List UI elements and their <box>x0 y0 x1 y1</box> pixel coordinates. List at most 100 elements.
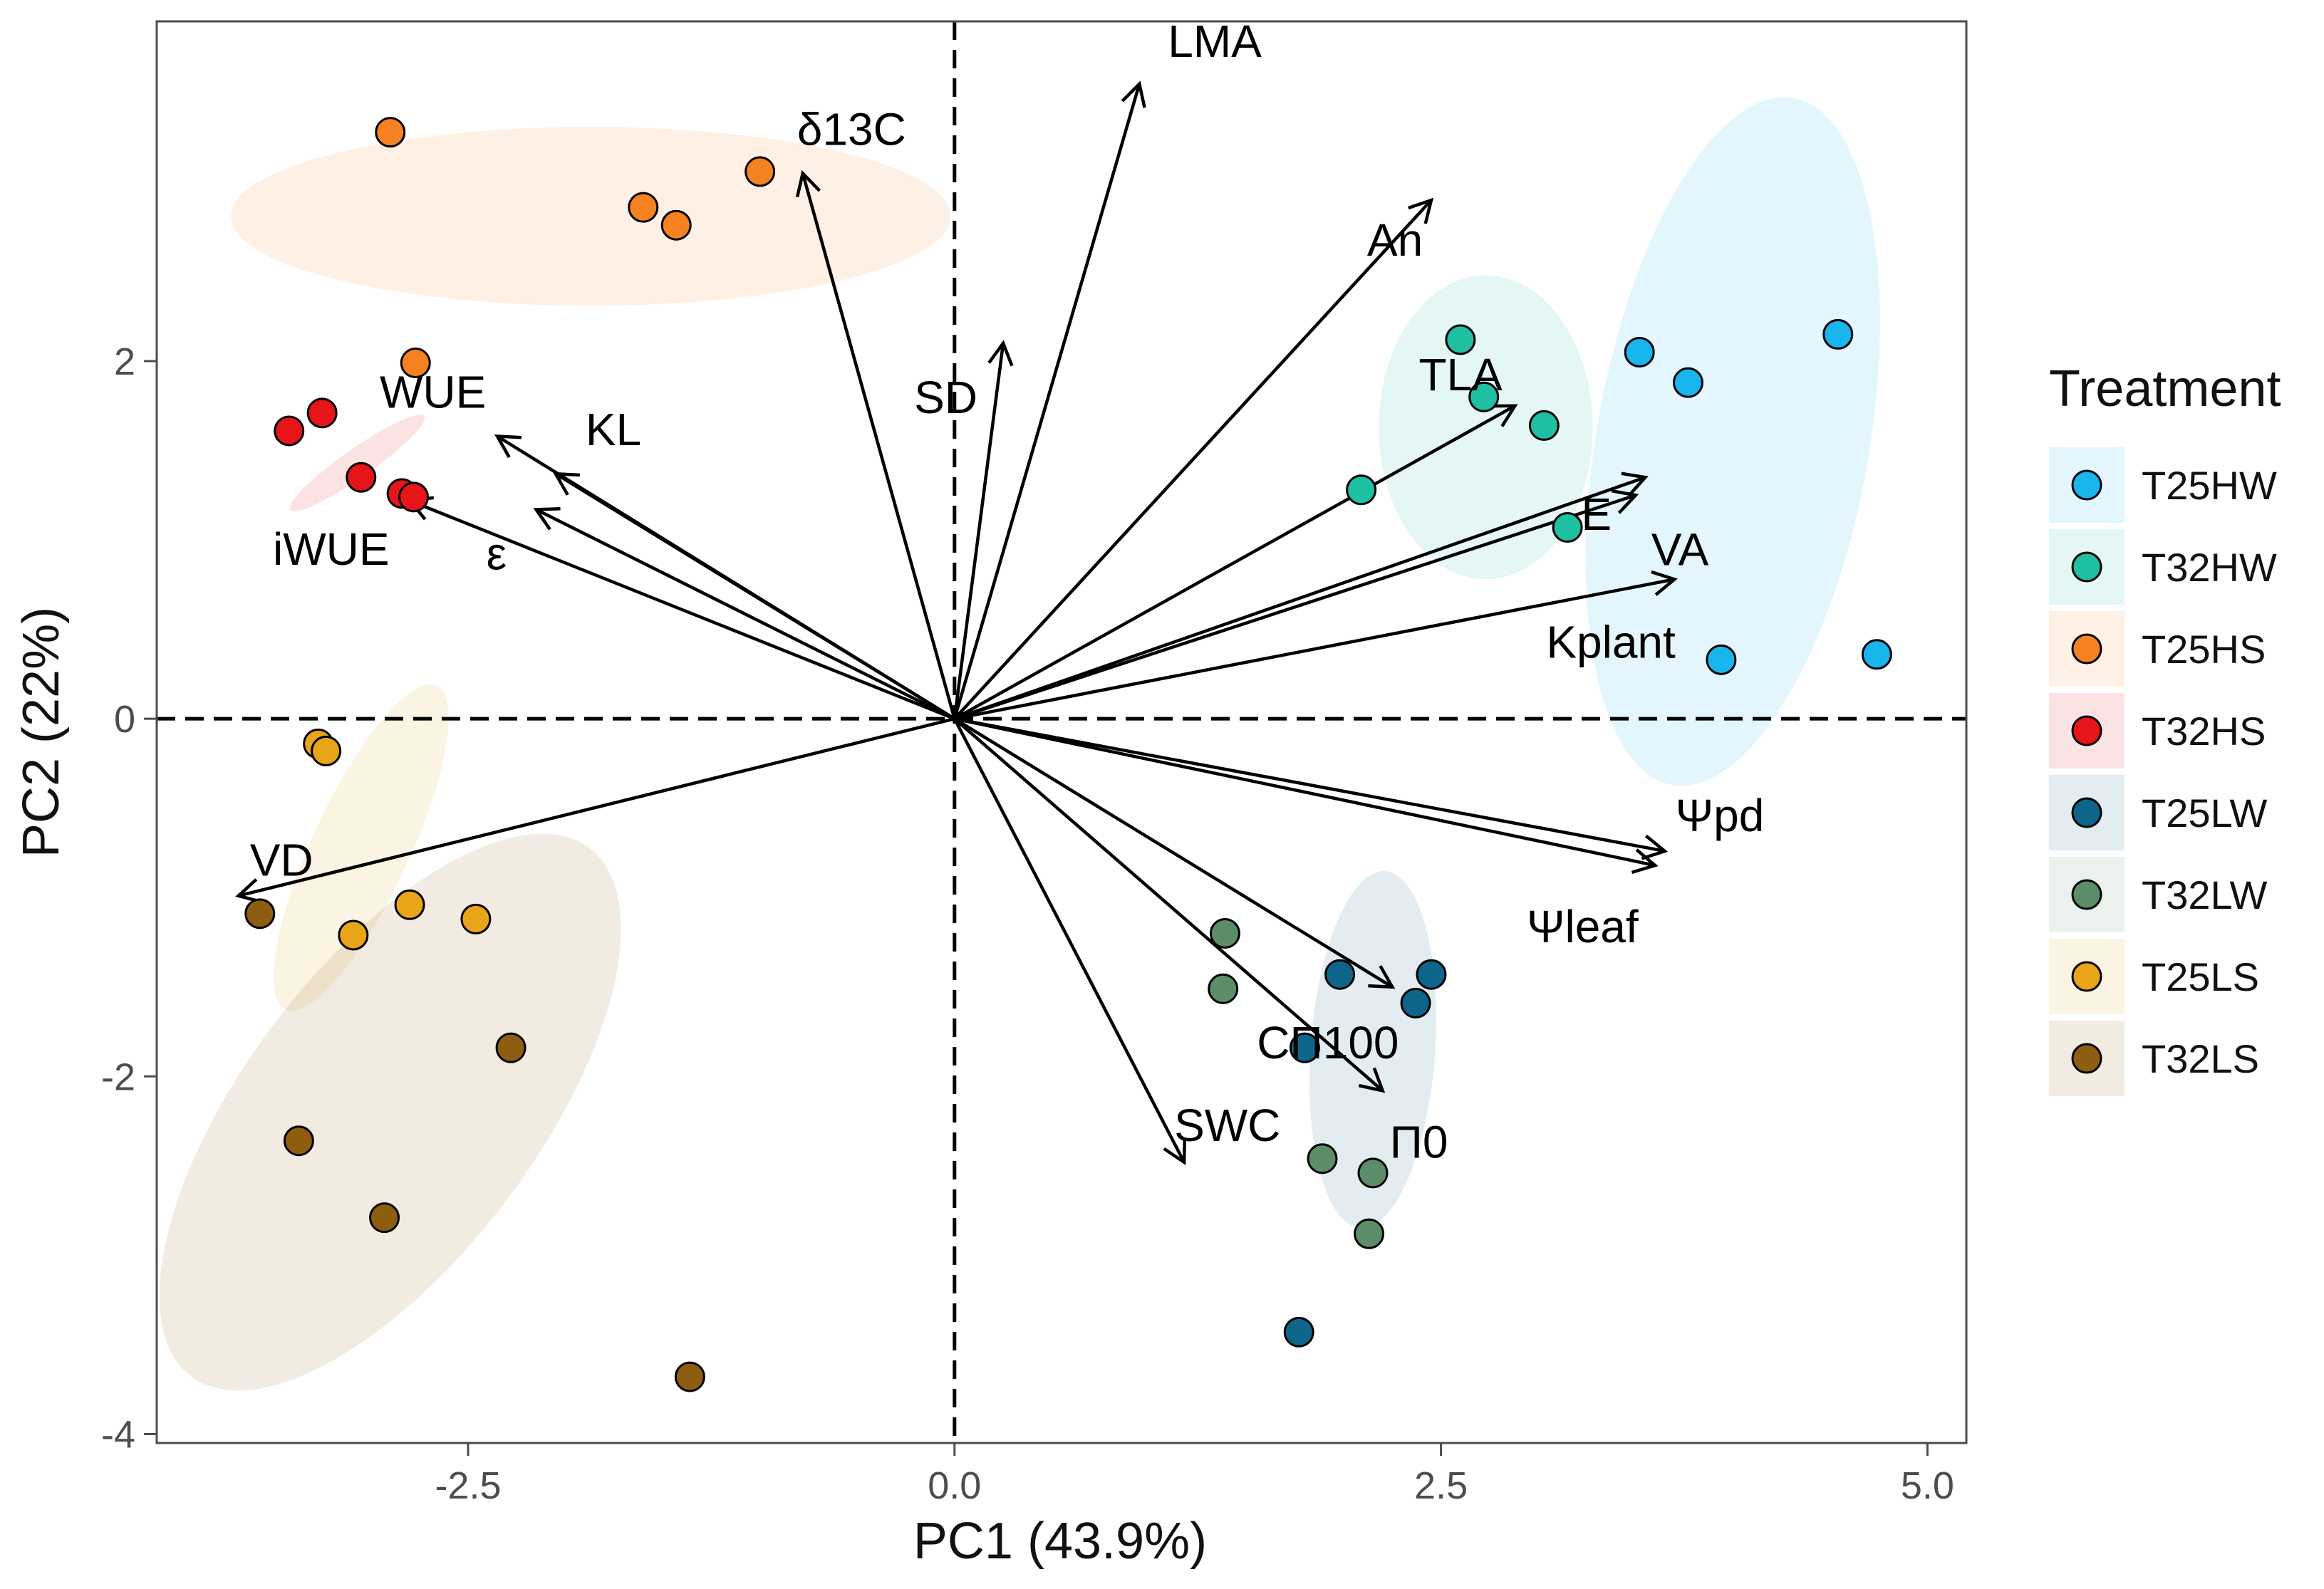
point-t32hs-5 <box>398 481 430 513</box>
legend-swatch-t25ls <box>2071 961 2102 992</box>
legend-title: Treatment <box>2049 360 2281 417</box>
point-t25hs-5 <box>400 348 431 379</box>
x-tick-label-4: 5.0 <box>1901 1464 1954 1507</box>
loading-vector-leaf <box>954 717 1656 868</box>
point-t25lw-1 <box>1324 959 1356 990</box>
point-t25hs-4 <box>745 156 776 187</box>
ellipse-t25ls <box>273 684 449 1011</box>
point-t32ls-2 <box>495 1032 526 1063</box>
loading-vector-vd <box>238 717 955 897</box>
loading-label-va: VA <box>1651 523 1709 575</box>
confidence-ellipses <box>159 97 1880 1391</box>
y-axis-title: PC2 (22%) <box>13 607 70 858</box>
loading-label-kplant: Kplant <box>1546 616 1676 667</box>
loading-label-vd: VD <box>250 835 313 886</box>
loading-arrowhead-item <box>533 506 561 531</box>
loading-arrowhead-leaf <box>1631 848 1659 875</box>
point-t25hs-1 <box>375 117 406 148</box>
loading-vector-va <box>954 494 1636 721</box>
loading-vector-item <box>535 508 955 721</box>
x-tick-label-1: -2.5 <box>435 1464 501 1507</box>
point-t25hw-4 <box>1706 644 1737 675</box>
loading-arrowhead-wue <box>494 434 522 459</box>
loading-label-wue: WUE <box>380 366 486 417</box>
loading-vector-an <box>953 199 1433 720</box>
loading-arrowhead-pd <box>1641 834 1669 860</box>
loading-label-sd: SD <box>914 372 977 423</box>
point-t32ls-1 <box>244 898 276 929</box>
panel-border <box>155 20 1968 1444</box>
point-t32lw-3 <box>1307 1143 1338 1174</box>
loading-vector-tla <box>953 404 1516 721</box>
point-t25lw-5 <box>1283 1316 1314 1348</box>
point-t25hw-2 <box>1672 367 1703 398</box>
point-t32hs-2 <box>306 397 338 429</box>
point-t25hw-5 <box>1861 639 1892 670</box>
legend-swatch-t32hw <box>2071 551 2102 583</box>
loading-arrowhead-sd <box>987 340 1014 367</box>
y-tick-label-2: -2 <box>101 1056 135 1098</box>
x-axis-title: PC1 (43.9%) <box>913 1513 1207 1570</box>
point-t25lw-3 <box>1400 987 1431 1018</box>
loading-arrowhead-c-100 <box>1368 965 1396 989</box>
loading-vector-swc <box>953 718 1186 1163</box>
ellipse-t32hw <box>1379 275 1593 580</box>
x-tick-label-2: 0.0 <box>928 1464 981 1507</box>
legend-label-t25hw: T25HW <box>2142 463 2277 508</box>
loading-label-kl: KL <box>586 404 641 455</box>
legend-label-t32hw: T32HW <box>2142 545 2277 590</box>
loading-arrowhead-lma <box>1121 80 1146 108</box>
loading-label-pd: Ψpd <box>1676 790 1765 841</box>
point-t32hw-4 <box>1346 474 1377 506</box>
point-t32lw-2 <box>1208 973 1239 1004</box>
point-t32hs-3 <box>346 462 377 493</box>
point-t32hw-5 <box>1552 512 1583 543</box>
loading-arrowhead-swc <box>1163 1137 1187 1165</box>
point-t25ls-4 <box>460 903 492 934</box>
loading-label-item: ε <box>487 528 507 579</box>
legend: Treatment T25HW T32HW T25HS T32HS T25LW T32LW… <box>2049 360 2281 1096</box>
loading-vector-kplant <box>954 578 1675 721</box>
loading-vector-pd <box>954 717 1666 853</box>
loading-label-leaf: Ψleaf <box>1527 901 1639 952</box>
legend-swatch-t25hw <box>2071 469 2102 501</box>
point-t25hw-3 <box>1822 318 1854 350</box>
point-t25ls-2 <box>311 735 342 766</box>
legend-swatch-t32hs <box>2071 715 2102 746</box>
loading-vector-kl <box>554 472 955 721</box>
loading-label-c-100: CΠ100 <box>1257 1017 1399 1068</box>
point-t25lw-4 <box>1289 1032 1320 1063</box>
point-t32lw-5 <box>1354 1218 1385 1249</box>
reference-lines <box>157 21 1966 1443</box>
loading-vector-sd <box>953 343 1005 719</box>
point-t32ls-4 <box>369 1202 400 1234</box>
loading-arrowhead-va <box>1611 489 1639 514</box>
loading-arrowhead-kl <box>552 472 580 496</box>
legend-label-t32hs: T32HS <box>2142 709 2266 754</box>
loading-vectors <box>235 80 1678 1165</box>
loading-vector-0 <box>953 717 1384 1093</box>
point-t32hw-2 <box>1468 381 1500 412</box>
y-tick-label-4: 2 <box>114 340 135 383</box>
y-tick-label-3: 0 <box>114 698 135 741</box>
point-t25ls-3 <box>394 889 425 920</box>
loading-label-tla: TLA <box>1418 349 1503 400</box>
panel-background <box>157 21 1966 1443</box>
loading-label-13c: δ13C <box>797 103 906 155</box>
ellipse-t32ls <box>159 833 621 1391</box>
loading-label-iwue: iWUE <box>273 523 390 575</box>
point-t25ls-5 <box>338 919 369 951</box>
legend-label-t32ls: T32LS <box>2142 1036 2259 1081</box>
loading-arrowhead-kplant <box>1651 570 1678 596</box>
legend-label-t25ls: T25LS <box>2142 954 2259 999</box>
point-t25hs-3 <box>660 209 692 241</box>
point-t32lw-4 <box>1357 1157 1389 1189</box>
x-tick-label-3: 2.5 <box>1414 1464 1468 1507</box>
y-tick-label-1: -4 <box>101 1413 135 1456</box>
point-t32lw-1 <box>1209 917 1240 949</box>
ellipse-t25hw <box>1585 97 1880 786</box>
legend-swatch-t32lw <box>2071 879 2102 910</box>
score-points <box>244 117 1892 1392</box>
